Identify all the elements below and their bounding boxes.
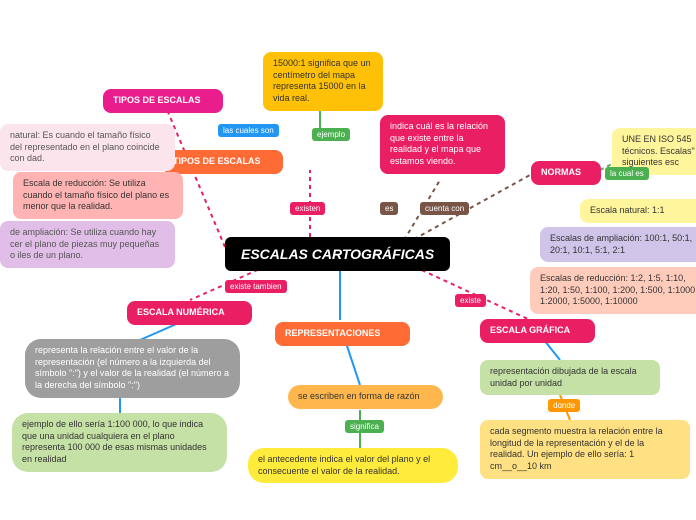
node-seescriben: se escriben en forma de razón (288, 385, 443, 409)
node-representa: representa la relación entre el valor de… (25, 339, 240, 398)
edge-label: existe tambien (225, 280, 287, 293)
edge-label: la cual es (605, 167, 649, 180)
edge-label: ejemplo (312, 128, 350, 141)
node-escred: Escalas de reducción: 1:2, 1:5, 1:10, 1:… (530, 267, 696, 314)
node-escamp: Escalas de ampliación: 100:1, 50:1, 20:1… (540, 227, 696, 262)
node-normas: NORMAS (531, 161, 601, 185)
node-representaciones: REPRESENTACIONES (275, 322, 410, 346)
edge-label: las cuales son (218, 124, 279, 137)
edge-label: existe (455, 294, 486, 307)
node-natural: natural: Es cuando el tamaño físico del … (0, 124, 175, 171)
node-indica: indica cuál es la relación que existe en… (380, 115, 505, 174)
node-escnat: Escala natural: 1:1 (580, 199, 696, 223)
central-node: ESCALAS CARTOGRÁFICAS (225, 237, 450, 271)
edge-label: significa (345, 420, 384, 433)
node-escalagraf: ESCALA GRÁFICA (480, 319, 595, 343)
edge-label: es (380, 202, 398, 215)
node-tipos1: TIPOS DE ESCALAS (103, 89, 223, 113)
node-tipos2: TIPOS DE ESCALAS (163, 150, 283, 174)
edge-label: existen (290, 202, 325, 215)
node-ejemplo100: ejemplo de ello sería 1:100 000, lo que … (12, 413, 227, 472)
edge-label: cuenta con (420, 202, 469, 215)
edge-label: donde (548, 399, 580, 412)
node-cadasegmento: cada segmento muestra la relación entre … (480, 420, 690, 479)
node-antecedente: el antecedente indica el valor del plano… (248, 448, 458, 483)
node-ejemplo15000: 15000:1 significa que un centímetro del … (263, 52, 383, 111)
node-reduccion: Escala de reducción: Se utiliza cuando e… (13, 172, 183, 219)
node-ampliacion: de ampliación: Se utiliza cuando hay cer… (0, 221, 175, 268)
node-escalanum: ESCALA NUMÉRICA (127, 301, 252, 325)
node-repdibujada: representación dibujada de la escala uni… (480, 360, 660, 395)
